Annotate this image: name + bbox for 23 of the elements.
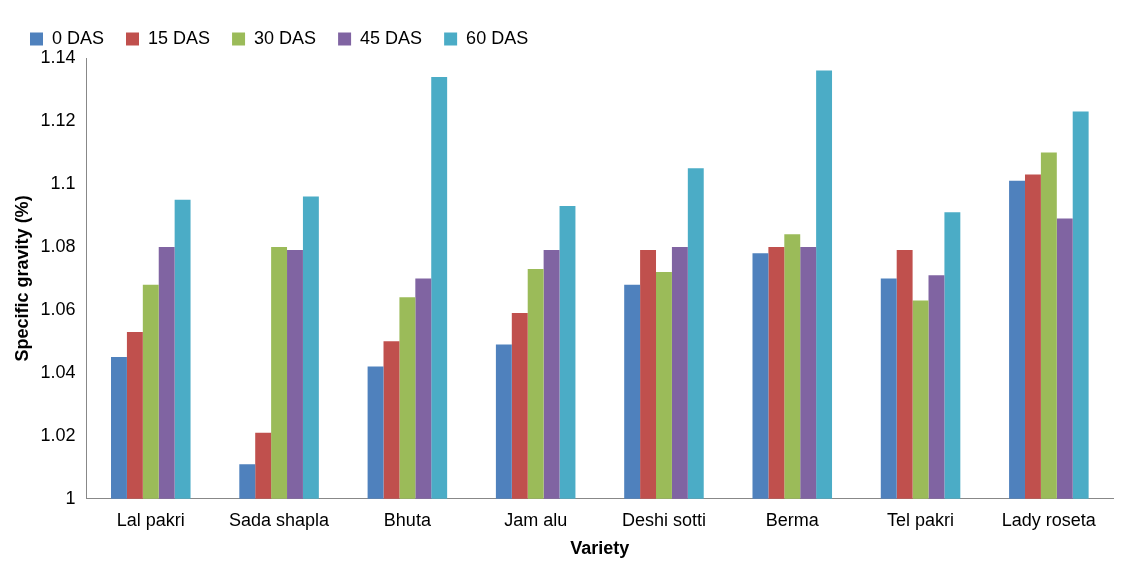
x-tick-label: Lady roseta	[1001, 509, 1097, 530]
legend-label: 0 DAS	[52, 27, 105, 48]
x-axis-title: Variety	[570, 538, 630, 559]
x-tick-label: Bhuta	[383, 509, 432, 530]
y-tick-label: 1.04	[40, 361, 76, 382]
x-tick-label: Tel pakri	[887, 509, 955, 530]
y-tick-label: 1	[65, 487, 76, 508]
y-tick-label: 1.08	[40, 235, 76, 256]
legend-label: 45 DAS	[360, 27, 423, 48]
legend-label: 30 DAS	[254, 27, 317, 48]
x-tick-label: Berma	[765, 509, 820, 530]
x-tick-label: Jam alu	[504, 509, 568, 530]
legend-label: 60 DAS	[466, 27, 529, 48]
y-tick-label: 1.14	[40, 46, 76, 67]
x-tick-label: Sada shapla	[229, 509, 331, 530]
y-tick-label: 1.06	[40, 298, 76, 319]
x-tick-label: Deshi sotti	[621, 509, 706, 530]
y-axis-title: Specific gravity (%)	[11, 195, 32, 362]
y-tick-label: 1.1	[50, 172, 76, 193]
legend-label: 15 DAS	[148, 27, 211, 48]
x-tick-label: Lal pakri	[116, 509, 185, 530]
y-tick-label: 1.02	[40, 424, 76, 445]
y-tick-label: 1.12	[40, 109, 76, 130]
